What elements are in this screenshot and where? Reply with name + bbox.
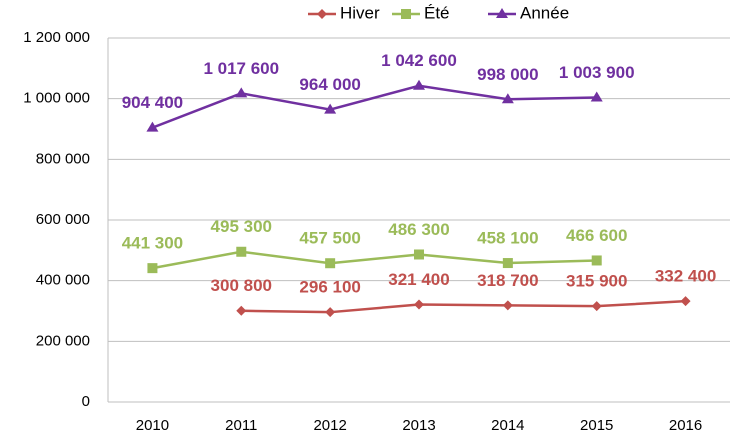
data-label: 486 300 — [388, 220, 449, 239]
data-label: 296 100 — [299, 278, 360, 297]
y-tick-label: 800 000 — [36, 150, 90, 167]
marker — [236, 246, 247, 257]
data-label: 904 400 — [122, 93, 183, 112]
data-label: 1 042 600 — [381, 51, 457, 70]
data-label: 466 600 — [566, 226, 627, 245]
marker — [502, 300, 513, 311]
marker — [146, 121, 159, 132]
marker — [324, 103, 337, 114]
marker — [501, 93, 514, 104]
data-label: 300 800 — [211, 276, 272, 295]
series-line — [151, 84, 597, 129]
data-label: 458 100 — [477, 229, 538, 248]
marker — [414, 299, 424, 310]
y-tick-label: 200 000 — [36, 332, 90, 349]
y-tick-label: 1 200 000 — [23, 29, 90, 46]
data-label: 1 017 600 — [203, 59, 279, 78]
marker — [325, 307, 336, 318]
x-tick-label: 2010 — [136, 417, 169, 434]
marker — [401, 9, 411, 19]
x-tick-label: 2015 — [580, 417, 613, 434]
y-tick-label: 0 — [82, 393, 90, 410]
marker — [591, 255, 602, 266]
marker — [496, 8, 508, 18]
marker — [413, 79, 425, 90]
data-label: 1 003 900 — [559, 63, 635, 82]
marker — [325, 258, 336, 269]
marker — [317, 9, 327, 19]
x-tick-label: 2016 — [669, 417, 702, 434]
data-label: 495 300 — [211, 217, 272, 236]
legend-label: Année — [520, 3, 569, 22]
data-label: 318 700 — [477, 271, 538, 290]
legend-label: Hiver — [340, 3, 380, 22]
marker — [236, 305, 247, 316]
marker — [235, 87, 248, 98]
data-label: 964 000 — [299, 75, 360, 94]
x-tick-label: 2013 — [402, 417, 435, 434]
data-label: 441 300 — [122, 234, 183, 253]
marker — [502, 258, 513, 269]
y-tick-label: 400 000 — [36, 272, 90, 289]
marker — [414, 249, 424, 260]
data-label: 321 400 — [388, 270, 449, 289]
x-tick-label: 2011 — [225, 417, 257, 434]
y-tick-label: 600 000 — [36, 211, 90, 228]
data-label: 332 400 — [655, 267, 716, 286]
marker — [591, 301, 602, 312]
series-line — [241, 299, 686, 314]
marker — [680, 296, 691, 307]
x-tick-label: 2014 — [491, 417, 524, 434]
series-line — [152, 250, 597, 270]
x-tick-label: 2012 — [313, 417, 346, 434]
data-label: 457 500 — [299, 229, 360, 248]
data-label: 315 900 — [566, 272, 627, 291]
legend-label: Été — [424, 3, 450, 22]
marker — [147, 263, 158, 274]
y-tick-label: 1 000 000 — [23, 90, 90, 107]
marker — [590, 91, 603, 102]
data-label: 998 000 — [477, 65, 538, 84]
